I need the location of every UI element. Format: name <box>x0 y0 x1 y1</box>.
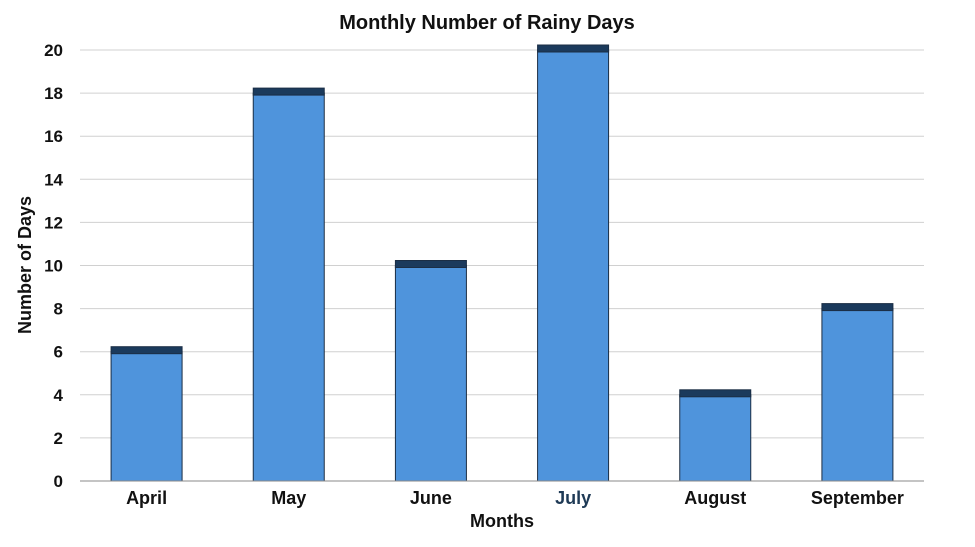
bar-cap <box>679 389 752 398</box>
bar-body <box>821 308 894 482</box>
y-tick-label: 18 <box>44 84 63 103</box>
x-axis-labels: April May June July August September <box>126 488 904 508</box>
bar-july <box>537 44 610 482</box>
y-tick-label: 4 <box>54 386 64 405</box>
x-tick-label: July <box>555 488 591 508</box>
y-tick-label: 6 <box>54 343 63 362</box>
x-tick-label: April <box>126 488 167 508</box>
bar-cap <box>537 44 610 53</box>
y-axis-ticks: 0 2 4 6 8 10 12 14 16 18 20 <box>44 41 63 491</box>
bar-body <box>679 394 752 482</box>
bar-body <box>537 49 610 482</box>
y-tick-label: 20 <box>44 41 63 60</box>
y-tick-label: 16 <box>44 127 63 146</box>
bar-june <box>394 260 467 482</box>
y-tick-label: 2 <box>54 429 63 448</box>
y-tick-label: 0 <box>54 472 63 491</box>
y-axis-title: Number of Days <box>15 196 35 334</box>
bar-august <box>679 389 752 482</box>
bar-april <box>110 346 183 482</box>
y-tick-label: 14 <box>44 170 63 189</box>
bar-body <box>394 265 467 482</box>
bar-cap <box>394 260 467 268</box>
x-tick-label: August <box>684 488 746 508</box>
gridlines <box>80 49 924 439</box>
bar-may <box>252 87 325 482</box>
x-tick-label: June <box>410 488 452 508</box>
bar-september <box>821 303 894 482</box>
y-tick-label: 12 <box>44 213 63 232</box>
x-axis-title: Months <box>470 511 534 531</box>
bar-cap <box>252 87 325 96</box>
bar-body <box>110 351 183 482</box>
bars <box>110 44 894 482</box>
bar-cap <box>110 346 183 355</box>
bar-cap <box>821 303 894 312</box>
x-tick-label: May <box>271 488 306 508</box>
x-tick-label: September <box>811 488 904 508</box>
y-tick-label: 10 <box>44 257 63 276</box>
bar-body <box>252 92 325 482</box>
y-tick-label: 8 <box>54 300 63 319</box>
chart-title: Monthly Number of Rainy Days <box>339 12 635 34</box>
